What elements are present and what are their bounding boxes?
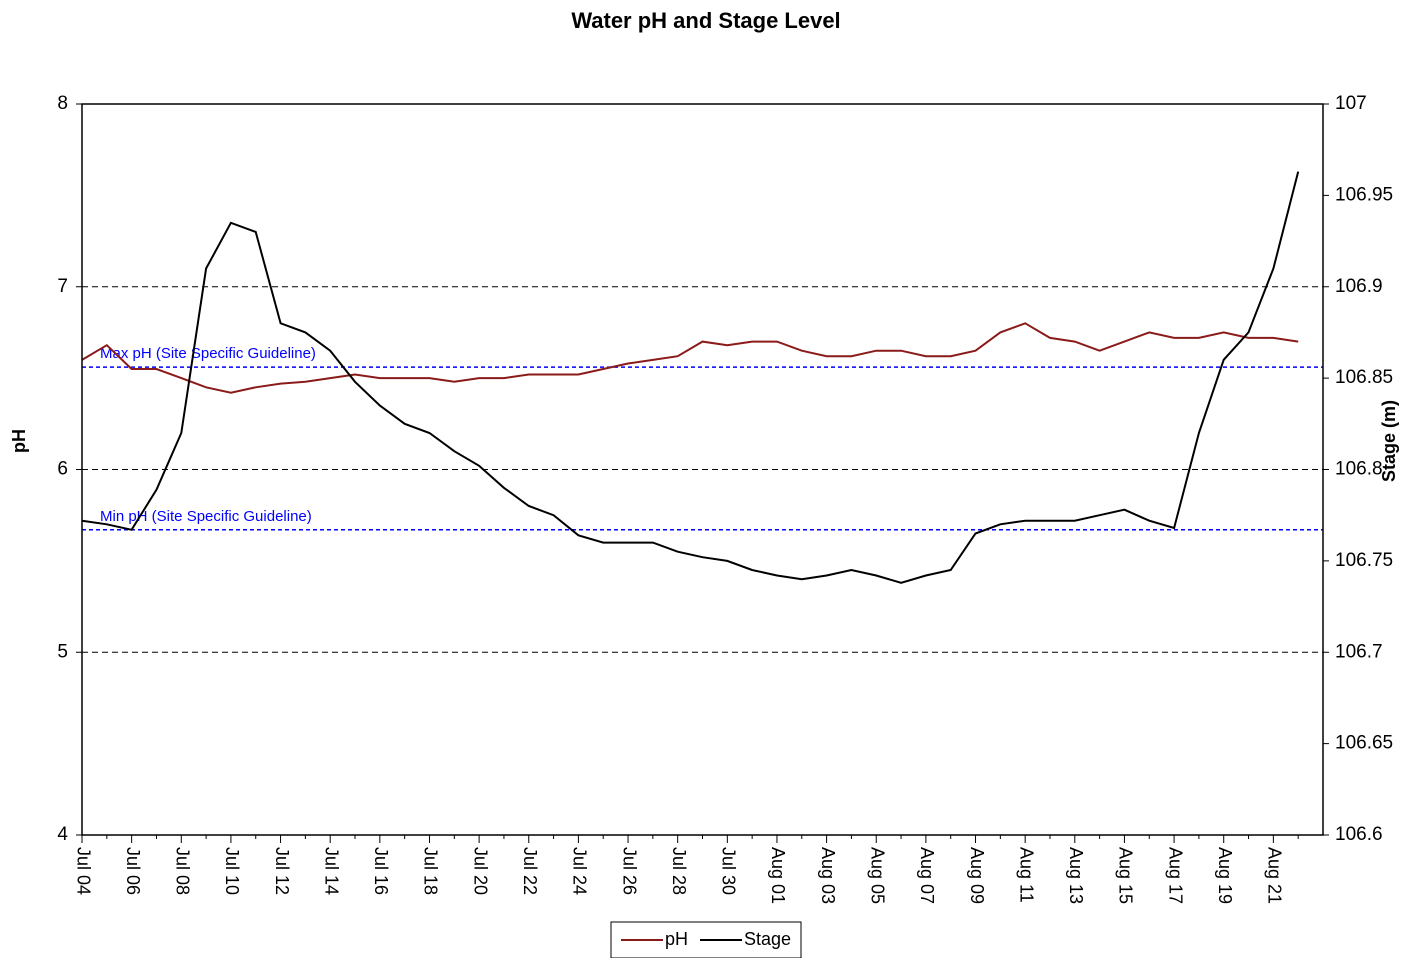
- x-tick-label: Jul 18: [421, 847, 441, 895]
- legend: pH Stage: [610, 921, 802, 958]
- x-tick-label: Aug 09: [967, 847, 987, 904]
- x-tick-label: Aug 13: [1066, 847, 1086, 904]
- legend-label: Stage: [744, 929, 791, 949]
- y-tick-label: 6: [57, 459, 68, 480]
- y-tick-label: 4: [57, 824, 68, 845]
- x-tick-label: Aug 19: [1215, 847, 1235, 904]
- x-tick-label: Jul 04: [73, 847, 93, 895]
- x-tick-label: Aug 15: [1116, 847, 1136, 904]
- y-axis-label: pH: [9, 429, 29, 453]
- y2-tick-label: 106.95: [1335, 184, 1393, 205]
- x-tick-label: Jul 22: [520, 847, 540, 895]
- y2-tick-label: 106.65: [1335, 733, 1393, 754]
- x-tick-label: Jul 12: [272, 847, 292, 895]
- x-tick-label: Aug 11: [1016, 847, 1036, 903]
- y-tick-label: 5: [57, 641, 68, 662]
- y-tick-label: 7: [57, 276, 68, 297]
- reference-label: Max pH (Site Specific Guideline): [100, 345, 316, 362]
- x-tick-label: Aug 05: [867, 847, 887, 904]
- y-tick-label: 8: [57, 93, 68, 114]
- x-tick-label: Jul 30: [719, 847, 739, 895]
- series-line: [81, 171, 1300, 584]
- x-tick-label: Aug 17: [1165, 847, 1185, 904]
- reference-label: Min pH (Site Specific Guideline): [100, 508, 312, 525]
- legend-label: pH: [665, 929, 688, 949]
- y2-tick-label: 106.75: [1335, 550, 1393, 571]
- series-line: [81, 322, 1299, 394]
- x-tick-label: Jul 16: [371, 847, 391, 895]
- plot-frame: [81, 103, 1324, 836]
- x-tick-label: Aug 07: [917, 847, 937, 904]
- x-tick-label: Jul 24: [570, 847, 590, 895]
- x-tick-label: Jul 08: [173, 847, 193, 895]
- x-tick-label: Jul 06: [123, 847, 143, 895]
- x-tick-label: Jul 10: [222, 847, 242, 895]
- y2-tick-label: 106.85: [1335, 367, 1393, 388]
- y2-axis-label: Stage (m): [1379, 400, 1399, 482]
- x-tick-label: Aug 21: [1265, 847, 1285, 904]
- y2-tick-label: 106.9: [1335, 276, 1383, 297]
- x-tick-label: Jul 28: [669, 847, 689, 895]
- y2-tick-label: 106.7: [1335, 641, 1383, 662]
- x-tick-label: Jul 20: [470, 847, 490, 895]
- x-tick-label: Aug 03: [818, 847, 838, 904]
- x-tick-label: Jul 14: [321, 847, 341, 895]
- x-tick-label: Jul 26: [619, 847, 639, 895]
- x-tick-label: Aug 01: [768, 847, 788, 904]
- y2-tick-label: 106.8: [1335, 459, 1383, 480]
- y2-tick-label: 107: [1335, 93, 1367, 114]
- y2-tick-label: 106.6: [1335, 824, 1383, 845]
- chart-title: Water pH and Stage Level: [571, 8, 840, 33]
